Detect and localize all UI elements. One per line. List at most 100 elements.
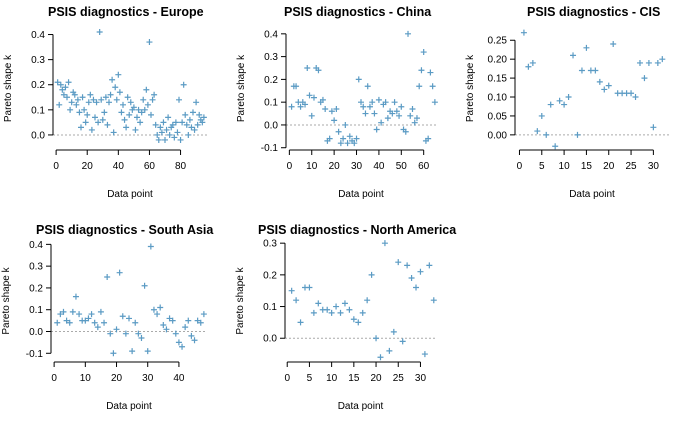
data-point [71,91,78,98]
y-axis-label: Pareto shape k [1,266,12,334]
data-point [127,99,134,106]
data-point [60,308,67,315]
data-point [188,332,195,339]
data-point [333,106,340,112]
data-point [132,319,139,326]
data-point [404,262,411,269]
data-point [351,140,358,147]
x-tick-label: 20 [603,161,615,172]
data-point [63,317,70,324]
data-point [389,110,396,117]
data-point [124,94,131,101]
data-point [60,91,67,98]
data-point [373,126,380,133]
data-point [355,319,362,326]
data-point [413,284,420,291]
y-tick-label: 0.1 [263,302,277,313]
data-point [144,348,151,355]
data-point [65,79,72,86]
data-point [328,108,335,115]
data-point [88,311,95,318]
data-point [190,109,196,116]
data-point [520,29,527,36]
data-point [176,96,182,103]
panel-title: PSIS diagnostics - Europe [48,5,204,19]
data-point [382,99,389,106]
data-point [113,326,120,333]
data-point [163,126,170,133]
data-point [413,115,420,122]
y-tick-label: 0.0 [29,327,43,338]
data-point [90,96,97,103]
data-point [126,315,132,322]
data-point [85,99,92,106]
x-tick-label: 30 [351,161,363,172]
data-points [288,240,437,361]
data-point [104,121,111,128]
data-point [632,94,639,101]
y-axis-label: Pareto shape k [236,54,247,122]
data-point [68,99,75,106]
data-point [182,324,189,331]
data-point [57,311,64,318]
y-tick-label: -0.1 [26,349,44,360]
data-point [534,128,541,135]
data-point [186,116,193,123]
data-point [310,94,317,101]
data-point [405,30,412,37]
data-point [120,101,126,108]
y-tick-label: 0.4 [29,240,43,251]
y-tick-label: 0.3 [263,239,277,250]
data-point [288,287,295,294]
data-point [121,116,128,123]
data-point [341,300,348,307]
data-point [67,106,74,113]
data-point [293,83,300,90]
y-tick-label: 0.25 [488,36,508,47]
data-points [520,29,666,150]
panel-title: PSIS diagnostics - China [284,5,432,19]
data-point [396,112,403,119]
data-point [171,134,178,141]
data-point [326,135,333,142]
data-point [197,319,204,326]
x-tick-label: 80 [175,161,187,172]
data-point [92,114,98,121]
data-point [135,330,142,337]
data-point [119,313,126,320]
data-point [636,59,643,66]
data-point [76,109,83,116]
data-point [93,99,100,106]
data-point [130,104,137,111]
data-point [116,89,123,96]
x-tick-label: 15 [581,161,593,172]
x-tick-label: 0 [287,161,293,172]
data-point [110,350,117,357]
data-point [94,324,101,331]
data-point [322,106,329,112]
data-point [578,67,585,74]
data-point [101,109,108,116]
data-points [288,30,438,147]
data-point [107,330,114,337]
data-point [59,86,66,93]
data-point [185,317,192,324]
data-point [160,321,167,328]
x-tick-label: 0 [51,373,57,384]
data-point [132,126,139,133]
data-point [360,103,367,110]
data-point [57,81,64,88]
data-point [337,309,344,316]
data-point [137,119,144,126]
data-point [54,319,61,326]
data-point [185,131,192,138]
x-tick-label: 10 [559,161,571,172]
data-point [547,101,554,108]
y-tick-label: 0.4 [264,29,278,40]
data-point [141,282,148,289]
y-tick-label: 0.10 [488,93,508,104]
data-point [605,82,612,89]
data-point [543,131,550,138]
x-tick-label: 40 [173,373,185,384]
